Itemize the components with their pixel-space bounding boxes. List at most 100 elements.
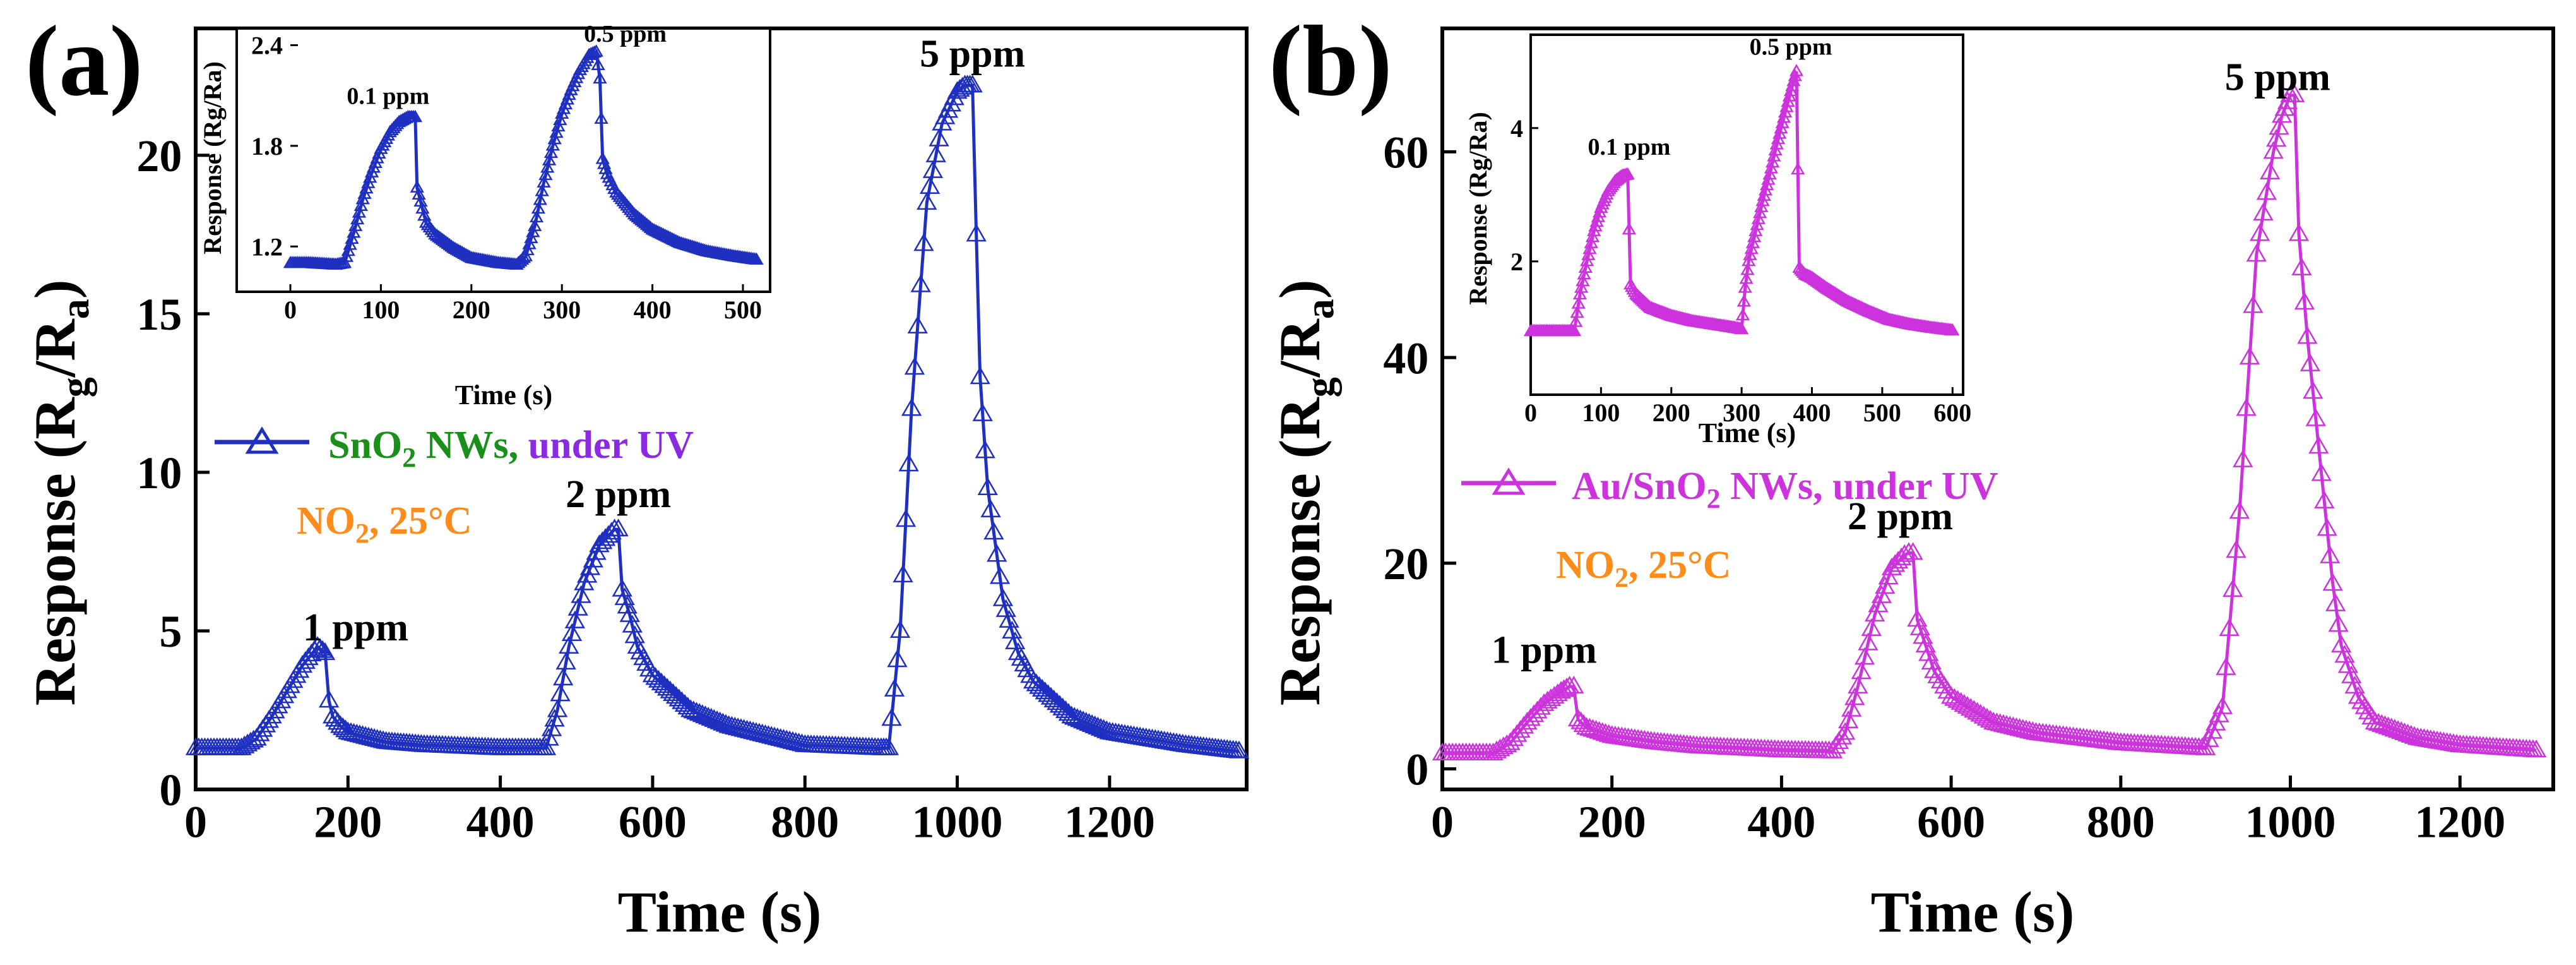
- panel-a-xtick-label: 0: [184, 797, 207, 848]
- panel-b-series-point: [2384, 719, 2406, 737]
- panel-a-series-point: [544, 709, 565, 727]
- panel-a-series-point: [552, 668, 574, 686]
- panel-b-inset-series-point: [1945, 323, 1960, 336]
- panel-a-ytick-label: 20: [136, 131, 182, 181]
- panel-a-series-point: [309, 638, 331, 656]
- panel-b-inset-xtick-label: 600: [1933, 399, 1971, 427]
- panel-a-inset-series-point: [339, 249, 354, 262]
- panel-b-inset-series-point: [1754, 200, 1769, 212]
- panel-a-inset-series-point: [545, 138, 561, 151]
- panel-a-series-point: [706, 710, 728, 728]
- panel-a-ytick-label: 5: [159, 606, 182, 657]
- panel-b-inset-series-point: [1745, 236, 1760, 248]
- panel-a-xtick-label: 1200: [1064, 797, 1155, 848]
- panel-a-inset-series-point: [593, 71, 607, 84]
- panel-b-inset-frame: [1529, 33, 1964, 396]
- panel-b-series-point: [2297, 326, 2318, 344]
- panel-a-inset-series-point: [518, 249, 533, 261]
- panel-b-inset-series-point: [1767, 149, 1781, 162]
- panel-b-inset-series-point: [1768, 143, 1783, 156]
- panel-a-inset-series-point: [343, 237, 357, 250]
- panel-b-xtick-label: 600: [1917, 797, 1985, 848]
- panel-b-inset-series-point: [1584, 236, 1598, 248]
- panel-b-series-point: [1884, 554, 1906, 572]
- panel-a-inset-series-point: [585, 45, 600, 59]
- panel-a-inset-series-point: [645, 222, 660, 235]
- panel-a-series-point: [884, 678, 905, 697]
- panel-a-series-point: [972, 403, 993, 421]
- panel-a-series-point: [592, 531, 613, 549]
- panel-a-inset-series-point: [583, 47, 598, 59]
- panel-a-series-point: [333, 717, 353, 735]
- panel-b-inset-series-point: [1765, 155, 1780, 168]
- panel-a: (a) Response (Rg/Ra) Time (s) 0 200 400 600…: [23, 4, 1250, 944]
- panel-a-inset-annotations: 0.1 ppm 0.5 ppm: [347, 21, 667, 109]
- panel-b-ytick-label: 0: [1406, 745, 1428, 795]
- panel-b-series-point: [2229, 501, 2250, 519]
- panel-b-label: (b): [1269, 4, 1392, 117]
- panel-a-series-point: [612, 578, 632, 597]
- panel-a-series-point: [335, 719, 356, 738]
- panel-b-inset-series-point: [1764, 161, 1779, 174]
- panel-b-series-point: [1887, 551, 1909, 569]
- panel-b-series-point: [2269, 117, 2289, 135]
- panel-a-series-point: [962, 75, 983, 93]
- panel-b-series-point: [1841, 698, 1862, 717]
- panel-a-inset-series-point: [535, 184, 549, 196]
- panel-a-inset-series-point: [597, 157, 612, 169]
- panel-a-inset-series-point: [345, 231, 359, 244]
- panel-a-inset-series-point: [526, 225, 540, 237]
- panel-a-inset-annotation: 0.1 ppm: [347, 83, 429, 110]
- panel-a-inset-series-point: [551, 119, 566, 132]
- panel-a-series-point: [561, 623, 583, 641]
- panel-a-series-point: [564, 610, 586, 628]
- panel-a-annotation: 1 ppm: [303, 606, 408, 649]
- panel-b-annotation: 1 ppm: [1492, 629, 1597, 672]
- panel-b-frame: [1440, 27, 2555, 791]
- panel-a-inset-series-point: [598, 162, 613, 174]
- panel-a-series-point: [709, 711, 730, 729]
- panel-b-series-point: [2284, 84, 2305, 102]
- panel-b-series-point: [2246, 244, 2267, 262]
- panel-b-inset-series-point: [1572, 287, 1588, 300]
- panel-a-series-point: [697, 706, 719, 725]
- panel-b-series-point: [2012, 719, 2033, 737]
- panel-a-xtick-label: 600: [619, 797, 687, 848]
- panel-a-inset-series-point: [522, 237, 537, 249]
- panel-a-series-point: [898, 453, 919, 472]
- panel-a-inset-series-point: [341, 243, 355, 256]
- panel-a-series-point: [929, 128, 949, 147]
- panel-b-inset-series-point: [1577, 267, 1591, 280]
- panel-b-ytick-label: 20: [1383, 539, 1428, 589]
- panel-b-series-point: [1913, 626, 1933, 644]
- panel-a-series-point: [535, 737, 557, 755]
- panel-b-series-point: [1868, 594, 1889, 613]
- panel-b-inset-series-point: [1581, 248, 1596, 260]
- panel-a-inset-series-point: [654, 226, 669, 239]
- panel-a-inset-series-point: [543, 145, 559, 159]
- panel-a-series-point: [970, 366, 990, 385]
- panel-a-series-point: [1072, 710, 1094, 729]
- panel-b-series-point: [2391, 721, 2412, 740]
- panel-a-inset-series-point: [651, 225, 665, 237]
- panel-a-series-point: [1228, 740, 1250, 758]
- panel-b-inset-series-point: [1734, 321, 1749, 335]
- panel-b-inset-series-point: [1571, 296, 1586, 309]
- panel-a-inset-xtick-label: 100: [362, 296, 400, 324]
- panel-a-annotation: 2 ppm: [566, 473, 671, 516]
- panel-a-series-point: [1061, 705, 1082, 724]
- panel-b-xtick-label: 1000: [2245, 797, 2336, 848]
- panel-a-legend: SnO2 NWs, under UV: [215, 424, 694, 473]
- panel-a-inset-series: [283, 44, 764, 270]
- panel-a-series-point: [975, 440, 995, 459]
- panel-b-series-point: [1564, 676, 1584, 694]
- panel-a-inset-series-point: [587, 45, 602, 58]
- panel-b-series-point: [2233, 449, 2253, 467]
- panel-b-series-point: [1576, 717, 1597, 735]
- panel-a-series-point: [538, 728, 559, 746]
- panel-b-series-point: [2322, 573, 2343, 591]
- panel-a-xtick-label: 1000: [912, 797, 1003, 848]
- panel-b-series-point: [2256, 182, 2277, 200]
- panel-b-series-point: [2325, 593, 2346, 611]
